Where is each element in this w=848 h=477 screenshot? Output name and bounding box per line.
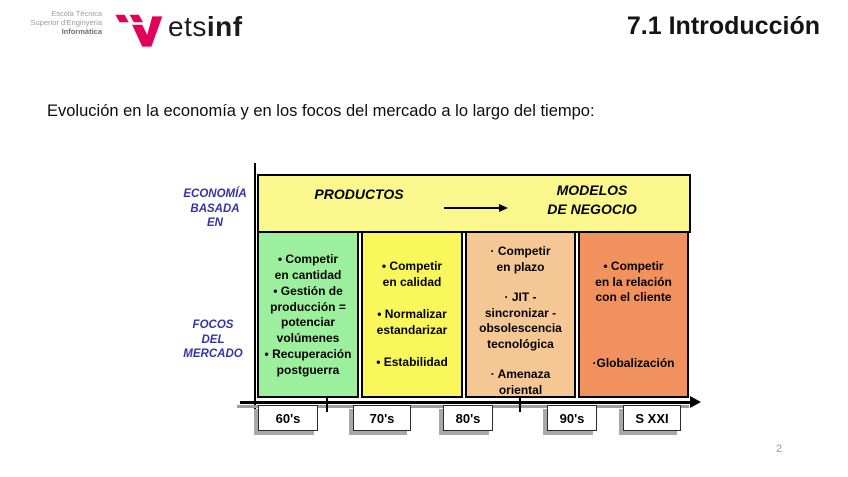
top-band: PRODUCTOS MODELOS DE NEGOCIO: [257, 174, 691, 233]
etsinf-wordmark-bold: inf: [206, 11, 243, 42]
etsinf-wordmark-regular: ets: [168, 11, 207, 42]
era-label-70s: 70's: [353, 405, 411, 431]
bullet-item: • Normalizar estandarizar: [376, 307, 448, 337]
bullet-item: • Estabilidad: [376, 355, 448, 369]
column-sxxi: • Competir en la relación con el cliente…: [578, 231, 689, 398]
column-80s-90s: · Competir en plazo · JIT - sincronizar …: [465, 231, 576, 398]
school-name-line1: Escola Tècnica: [51, 9, 102, 18]
era-label-90s: 90's: [547, 405, 597, 431]
bullet-item: • Gestión de producción = potenciar volú…: [270, 284, 346, 345]
etsinf-wordmark: etsinf: [168, 11, 243, 43]
bullet-item: • Recuperación postguerra: [264, 347, 352, 377]
upv-logo-icon: [112, 7, 164, 56]
intro-text: Evolución en la economía y en los focos …: [47, 102, 595, 120]
bullet-item: · Amenaza oriental: [490, 367, 551, 397]
diagram-y-axis: [254, 163, 256, 413]
bullet-item: · Competir en plazo: [490, 244, 551, 274]
diagram-x-axis: [240, 401, 692, 404]
bullet-item: • Competir en la relación con el cliente: [595, 259, 672, 304]
page-number: 2: [776, 443, 783, 455]
era-label-sxxi: S XXI: [623, 405, 681, 431]
column-70s: • Competir en calidad • Normalizar estan…: [361, 231, 463, 398]
x-axis-arrow-icon: [690, 396, 701, 408]
band-arrow-head-icon: [499, 203, 508, 212]
x-axis-tick: [326, 394, 328, 412]
page-title: 7.1 Introducción: [626, 12, 820, 40]
bullet-item: · JIT - sincronizar - obsolescencia tecn…: [479, 290, 562, 351]
band-label-productos: PRODUCTOS: [314, 186, 404, 202]
column-60s: • Competir en cantidad • Gestión de prod…: [257, 231, 359, 398]
school-name: Escola Tècnica Superior d'Enginyeria Inf…: [10, 9, 102, 36]
bullet-item: • Competir en calidad: [381, 259, 443, 289]
bullet-item: ·Globalización: [592, 355, 675, 370]
era-label-80s: 80's: [443, 405, 493, 431]
era-label-60s: 60's: [258, 405, 318, 431]
school-name-line2: Superior d'Enginyeria: [30, 18, 102, 27]
x-axis-tick: [519, 394, 521, 412]
school-name-line3: Informàtica: [61, 27, 102, 36]
band-label-modelos-de-negocio: MODELOS DE NEGOCIO: [547, 182, 637, 217]
band-arrow-icon: [444, 207, 500, 209]
bullet-item: • Competir en cantidad: [274, 252, 342, 282]
label-economia-basada-en: ECONOMÍA BASADA EN: [183, 188, 247, 229]
label-focos-del-mercado: FOCOS DEL MERCADO: [183, 319, 243, 360]
